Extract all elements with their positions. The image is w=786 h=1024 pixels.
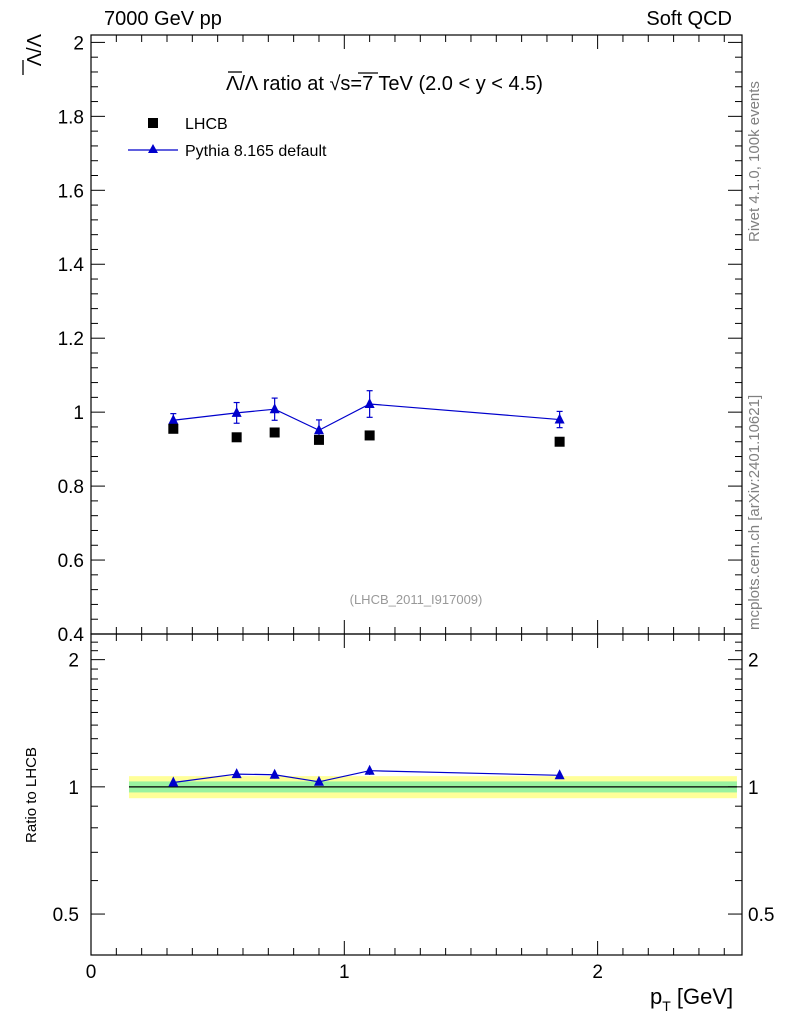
legend-pythia-marker [148, 144, 158, 153]
ratio-ylabel: Ratio to LHCB [23, 747, 40, 843]
ratio-y-tick-label: 1 [68, 778, 79, 799]
lhcb-point [364, 430, 375, 441]
y-tick-label: 1.6 [58, 181, 84, 202]
x-tick-label: 2 [592, 962, 603, 983]
lhcb-point [269, 427, 280, 438]
ratio-y-tick-label: 0.5 [53, 905, 79, 926]
y-tick-label: 1.2 [58, 329, 84, 350]
title-ratio-symbol: Λ/Λ [226, 73, 259, 95]
ratio-panel-frame [90, 633, 743, 956]
main-panel-marks [168, 390, 565, 447]
pythia-point [168, 414, 179, 425]
x-axis-label: pT [GeV] [650, 984, 733, 1014]
title-ratio-text: ratio at [257, 73, 329, 95]
y-tick-label: 0.6 [58, 551, 84, 572]
legend-pythia-label: Pythia 8.165 default [185, 143, 327, 160]
ratio-pythia-point [313, 775, 324, 786]
x-label-sub: T [662, 998, 671, 1014]
main-panel-ticks: 0.4 0.6 0.8 1 1.2 1.4 1.6 1.8 2 [58, 33, 742, 646]
y-tick-label: 1.8 [58, 107, 84, 128]
ratio-y-tick-label-right: 0.5 [748, 905, 774, 926]
legend-lhcb-label: LHCB [185, 116, 228, 133]
ratio-bands [128, 776, 737, 799]
pythia-point [364, 398, 375, 409]
ratio-y-tick-label-right: 2 [748, 651, 759, 672]
ratio-panel-marks [168, 764, 565, 787]
pythia-point [313, 424, 324, 435]
lhcb-point [554, 436, 565, 447]
ratio-pythia-point [168, 776, 179, 787]
legend-lhcb-marker [148, 118, 158, 128]
ratio-y-tick-label: 2 [68, 651, 79, 672]
ratio-y-tick-label-right: 1 [748, 778, 759, 799]
analysis-watermark: (LHCB_2011_I917009) [350, 592, 483, 607]
ratio-pythia-point [364, 764, 375, 775]
y-tick-label: 1.4 [58, 255, 85, 276]
y-tick-label: 0.4 [58, 625, 85, 646]
y-tick-label: 1 [73, 403, 84, 424]
ratio-panel-ticks: 0.5 0.5 1 1 2 2 0 1 2 [53, 634, 774, 983]
ratio-pythia-point [269, 768, 280, 779]
title-sqrt-symbol: √ [329, 73, 340, 95]
main-ylabel: Λ/Λ [24, 33, 46, 66]
lhcb-point [313, 434, 324, 445]
lhcb-point [231, 432, 242, 443]
header-right: Soft QCD [646, 8, 732, 30]
x-tick-label: 0 [86, 962, 97, 983]
plot-title: Λ/Λ ratio at √s=7 TeV (2.0 < y < 4.5) [226, 73, 543, 95]
header-left: 7000 GeV pp [104, 8, 222, 30]
x-tick-label: 1 [339, 962, 350, 983]
ratio-pythia-point [554, 769, 565, 780]
y-tick-label: 2 [73, 33, 84, 54]
x-label-main: p [650, 984, 662, 1009]
pythia-series-line [173, 403, 560, 431]
lhcb-point [168, 423, 179, 434]
title-energy: s=7 TeV (2.0 < y < 4.5) [340, 73, 543, 95]
ratio-pythia-line [173, 770, 560, 784]
pythia-point [269, 403, 280, 414]
y-tick-label: 0.8 [58, 477, 84, 498]
x-label-unit: [GeV] [671, 984, 733, 1009]
pythia-point [231, 406, 242, 417]
pythia-point [554, 413, 565, 424]
ratio-pythia-point [231, 768, 242, 779]
legend: LHCB Pythia 8.165 default [128, 116, 327, 160]
